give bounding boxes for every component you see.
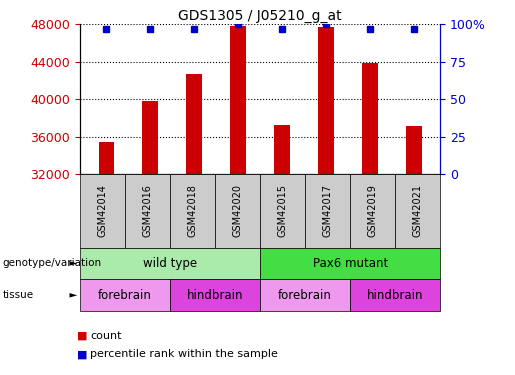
Bar	[98, 142, 114, 174]
Bar	[274, 124, 290, 174]
Text: tissue: tissue	[3, 290, 33, 300]
Text: GSM42020: GSM42020	[233, 184, 243, 237]
Bar	[318, 27, 334, 174]
Text: GSM42016: GSM42016	[143, 184, 152, 237]
Text: Pax6 mutant: Pax6 mutant	[313, 257, 388, 270]
Text: percentile rank within the sample: percentile rank within the sample	[90, 350, 278, 359]
Text: ■: ■	[77, 350, 88, 359]
Bar	[362, 63, 377, 174]
Title: GDS1305 / J05210_g_at: GDS1305 / J05210_g_at	[178, 9, 342, 23]
Text: count: count	[90, 331, 122, 340]
Text: hindbrain: hindbrain	[367, 289, 423, 302]
Text: GSM42018: GSM42018	[187, 184, 197, 237]
Text: genotype/variation: genotype/variation	[3, 258, 101, 268]
Text: ■: ■	[77, 331, 88, 340]
Bar	[230, 26, 246, 174]
Bar	[143, 101, 158, 174]
Text: forebrain: forebrain	[278, 289, 332, 302]
Text: GSM42021: GSM42021	[413, 184, 423, 237]
Text: GSM42014: GSM42014	[97, 184, 107, 237]
Text: GSM42017: GSM42017	[323, 184, 333, 237]
Bar	[406, 126, 422, 174]
Text: GSM42019: GSM42019	[368, 184, 377, 237]
Text: GSM42015: GSM42015	[278, 184, 287, 237]
Text: wild type: wild type	[143, 257, 197, 270]
Text: forebrain: forebrain	[98, 289, 152, 302]
Bar	[186, 74, 202, 174]
Text: hindbrain: hindbrain	[187, 289, 243, 302]
